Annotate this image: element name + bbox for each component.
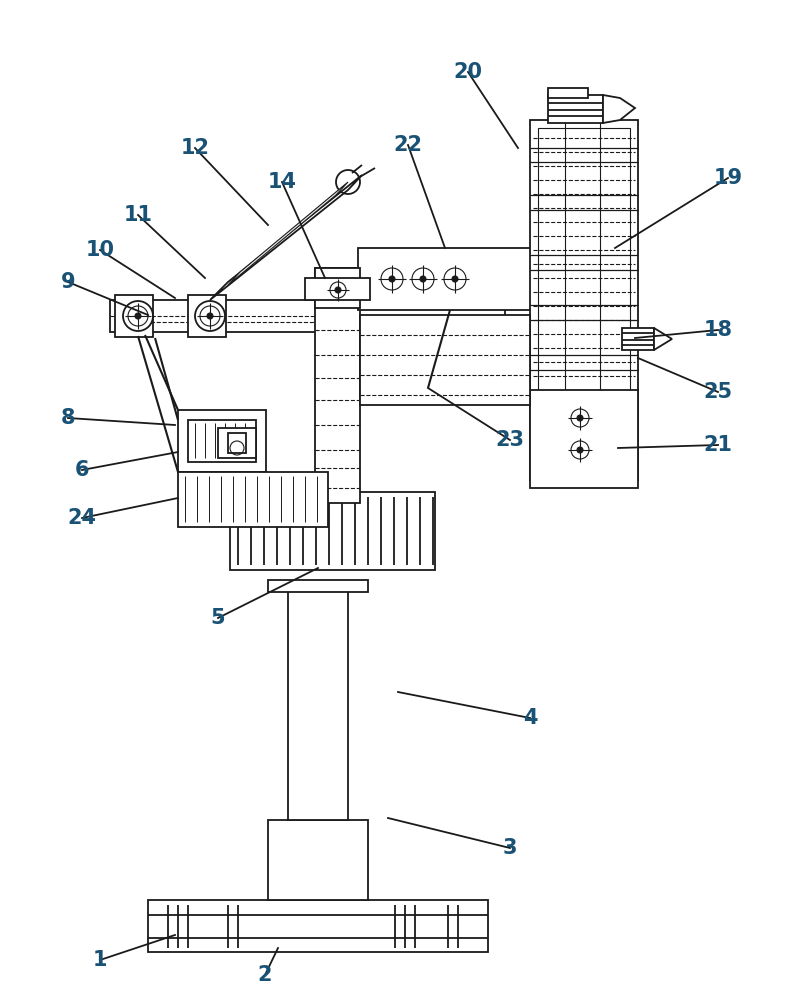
Circle shape [420, 276, 426, 282]
Bar [178, 472, 328, 527]
Bar [530, 120, 638, 480]
Circle shape [335, 287, 341, 293]
Bar [315, 268, 360, 308]
Bar [538, 128, 630, 472]
Text: 20: 20 [453, 62, 483, 82]
Text: 12: 12 [180, 138, 210, 158]
Circle shape [207, 313, 213, 319]
Text: 6: 6 [75, 460, 89, 480]
Text: 25: 25 [704, 382, 732, 402]
Text: 21: 21 [704, 435, 732, 455]
Circle shape [577, 447, 583, 453]
Bar [110, 300, 505, 332]
Circle shape [577, 415, 583, 421]
Bar [188, 295, 226, 337]
Text: 10: 10 [86, 240, 114, 260]
Bar [548, 88, 588, 98]
Polygon shape [210, 175, 362, 300]
Bar [358, 248, 533, 310]
Text: 8: 8 [60, 408, 76, 428]
Bar [288, 588, 348, 820]
Circle shape [389, 276, 395, 282]
Bar [315, 268, 360, 503]
Bar [148, 900, 488, 952]
Polygon shape [228, 182, 348, 285]
Text: 3: 3 [502, 838, 518, 858]
Text: 1: 1 [93, 950, 107, 970]
Text: 22: 22 [394, 135, 422, 155]
Bar [268, 580, 368, 592]
Text: 2: 2 [258, 965, 272, 985]
Text: 18: 18 [704, 320, 732, 340]
Bar [360, 315, 530, 405]
Bar [622, 328, 654, 350]
Text: 23: 23 [495, 430, 525, 450]
Bar [548, 95, 603, 123]
Bar [230, 492, 435, 570]
Polygon shape [603, 95, 635, 123]
Bar [218, 428, 256, 458]
Bar [228, 433, 246, 453]
Bar [268, 820, 368, 900]
Text: 24: 24 [68, 508, 96, 528]
Text: 19: 19 [713, 168, 743, 188]
Polygon shape [654, 328, 672, 350]
Text: 5: 5 [211, 608, 225, 628]
Bar [530, 390, 638, 488]
Text: 11: 11 [123, 205, 153, 225]
Bar [188, 420, 256, 462]
Text: 14: 14 [267, 172, 297, 192]
Circle shape [135, 313, 141, 319]
Circle shape [452, 276, 458, 282]
Bar [115, 295, 153, 337]
Text: 9: 9 [60, 272, 76, 292]
Bar [305, 278, 370, 300]
Bar [178, 410, 266, 472]
Text: 4: 4 [523, 708, 537, 728]
